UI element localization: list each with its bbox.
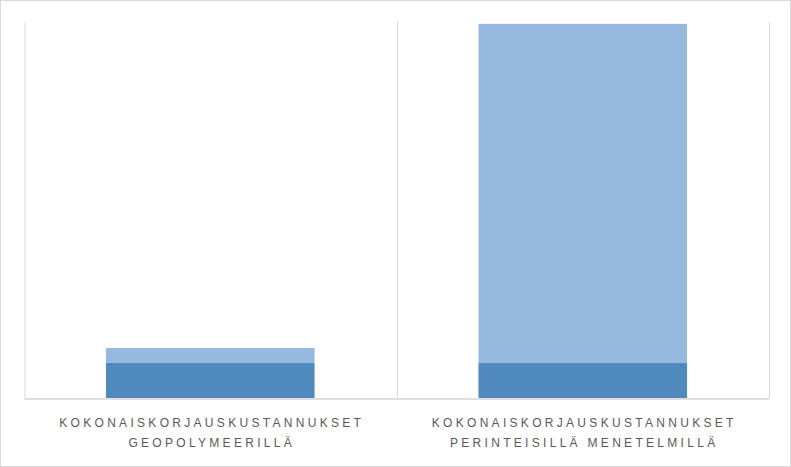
bar-segment xyxy=(478,24,687,363)
x-tick-label: KOKONAISKORJAUSKUSTANNUKSET PERINTEISILLÄ… xyxy=(432,416,737,450)
x-tick-label-line: GEOPOLYMEERILLÄ xyxy=(128,436,295,450)
chart: KOKONAISKORJAUSKUSTANNUKSET GEOPOLYMEERIL… xyxy=(0,0,791,467)
bar-segment xyxy=(106,363,315,398)
bar-segment xyxy=(106,348,315,363)
y-axis-line xyxy=(25,23,26,399)
bar-segment xyxy=(478,363,687,398)
grid-line xyxy=(397,22,398,398)
x-axis-line xyxy=(25,399,770,400)
x-tick-label-line: PERINTEISILLÄ MENETELMILLÄ xyxy=(450,436,719,450)
grid xyxy=(398,22,770,398)
grid-line xyxy=(769,22,770,398)
x-tick-labels: KOKONAISKORJAUSKUSTANNUKSET GEOPOLYMEERIL… xyxy=(59,416,736,450)
y-axis xyxy=(25,23,26,399)
x-axis xyxy=(25,399,770,400)
x-tick-label-line: KOKONAISKORJAUSKUSTANNUKSET xyxy=(432,416,737,430)
bars xyxy=(106,24,687,398)
x-tick-label: KOKONAISKORJAUSKUSTANNUKSET GEOPOLYMEERIL… xyxy=(59,416,364,450)
x-tick-label-line: KOKONAISKORJAUSKUSTANNUKSET xyxy=(59,416,364,430)
chart-border xyxy=(1,1,791,467)
